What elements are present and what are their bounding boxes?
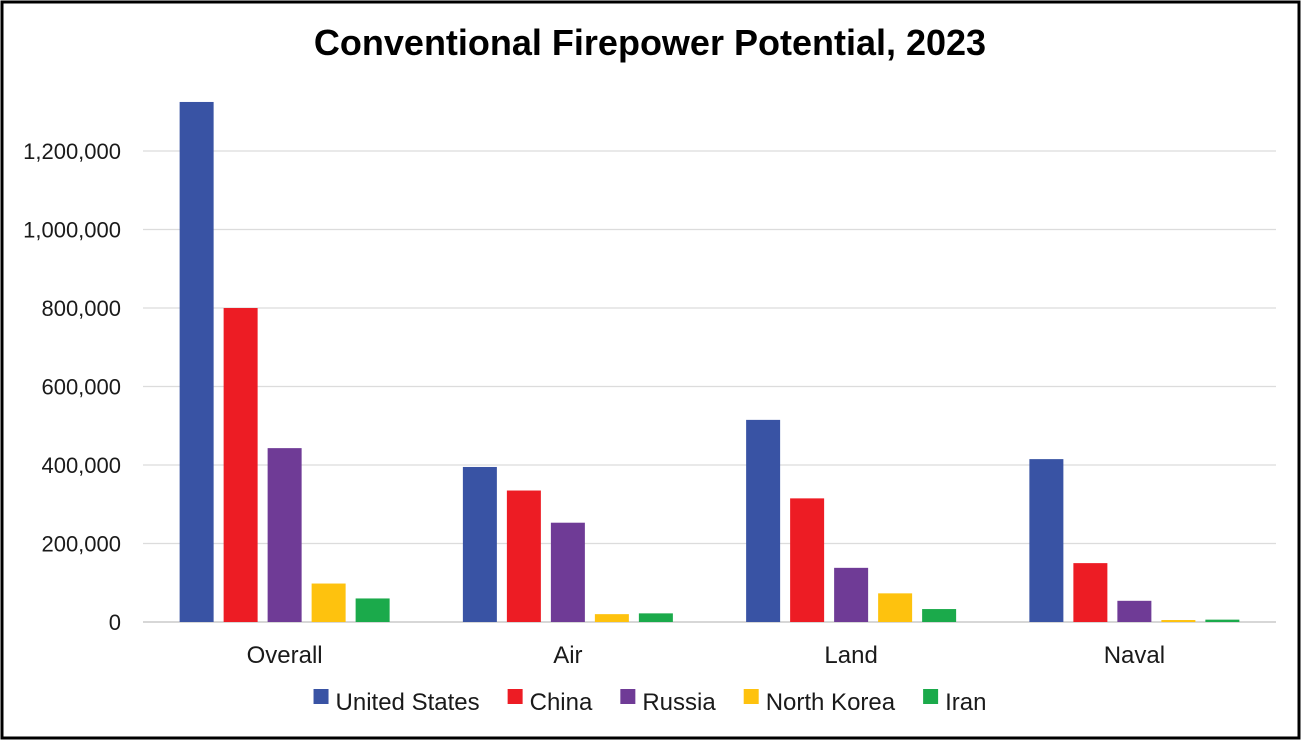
bar-north-korea-naval [1161, 620, 1196, 622]
y-axis-ticks: 0 200,000 400,000 600,000 800,000 1,000,000 1,… [23, 139, 121, 635]
bar-china-overall [223, 308, 258, 622]
legend-label: North Korea [766, 689, 896, 716]
bars [179, 101, 1240, 622]
bar-north-korea-land [878, 593, 913, 622]
y-tick-label: 600,000 [41, 375, 121, 400]
x-category-label: Land [824, 642, 877, 669]
y-tick-label: 400,000 [41, 453, 121, 478]
y-tick-label: 800,000 [41, 296, 121, 321]
legend-label: United States [336, 689, 480, 716]
legend-item-russia: Russia [620, 689, 716, 716]
bar-iran-overall [355, 598, 390, 622]
bar-iran-air [638, 613, 673, 622]
y-tick-label: 1,200,000 [23, 139, 121, 164]
y-tick-label: 0 [109, 610, 121, 635]
legend-item-north-korea: North Korea [743, 689, 896, 716]
bar-china-land [790, 498, 825, 622]
x-axis-categories: Overall Air Land Naval [247, 642, 1165, 669]
legend-swatch [620, 689, 636, 704]
bar-china-air [506, 490, 541, 622]
legend-label: Iran [945, 689, 986, 716]
legend-item-iran: Iran [923, 689, 986, 716]
bar-russia-land [834, 567, 869, 622]
legend-label: Russia [642, 689, 716, 716]
bar-china-naval [1073, 563, 1108, 622]
legend-item-united-states: United States [313, 689, 480, 716]
legend-swatch [923, 689, 939, 704]
legend-label: China [530, 689, 593, 716]
bar-russia-naval [1117, 600, 1152, 622]
legend-swatch [507, 689, 523, 704]
bar-iran-land [922, 609, 957, 622]
bar-united-states-air [462, 466, 497, 622]
bar-iran-naval [1205, 619, 1240, 622]
bar-united-states-overall [179, 101, 214, 622]
x-category-label: Overall [247, 642, 323, 669]
x-category-label: Naval [1104, 642, 1165, 669]
bar-russia-air [550, 522, 585, 622]
bar-russia-overall [267, 448, 302, 622]
bar-north-korea-air [594, 614, 629, 622]
legend-item-china: China [507, 689, 593, 716]
legend: United States China Russia North Korea Iran [313, 689, 986, 716]
legend-swatch [313, 689, 329, 704]
legend-swatch [743, 689, 759, 704]
bar-united-states-naval [1029, 459, 1064, 622]
bar-north-korea-overall [311, 583, 346, 622]
chart-title: Conventional Firepower Potential, 2023 [314, 22, 986, 63]
y-tick-label: 1,000,000 [23, 218, 121, 243]
y-tick-label: 200,000 [41, 532, 121, 557]
x-category-label: Air [553, 642, 582, 669]
bar-united-states-land [746, 419, 781, 622]
